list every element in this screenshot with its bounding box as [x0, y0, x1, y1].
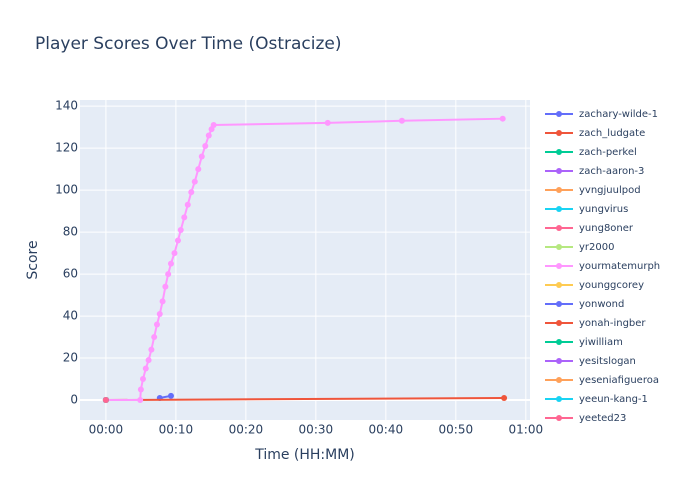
- data-point: [499, 115, 506, 122]
- data-point: [167, 392, 174, 399]
- x-tick-label: 00:10: [159, 423, 194, 437]
- legend-marker: [556, 282, 562, 288]
- data-point: [151, 334, 158, 341]
- data-point: [162, 283, 169, 290]
- data-point: [145, 357, 152, 364]
- data-point: [195, 166, 202, 173]
- y-tick-label: 60: [63, 267, 78, 281]
- legend-marker: [556, 358, 562, 364]
- x-axis-title: Time (HH:MM): [254, 447, 355, 463]
- legend-marker: [556, 377, 562, 383]
- data-point: [184, 201, 191, 208]
- data-point: [153, 321, 160, 328]
- legend-label: younggcorey: [579, 280, 644, 291]
- legend-label: yonah-ingber: [579, 318, 646, 329]
- legend-marker: [556, 187, 562, 193]
- legend-label: yeeun-kang-1: [579, 394, 648, 405]
- legend-marker: [556, 111, 562, 117]
- data-point: [324, 119, 331, 126]
- x-tick-label: 00:30: [299, 423, 334, 437]
- legend-marker: [556, 339, 562, 345]
- legend-marker: [556, 149, 562, 155]
- legend-marker: [556, 263, 562, 269]
- legend-marker: [556, 130, 562, 136]
- chart-title: Player Scores Over Time (Ostracize): [35, 34, 342, 54]
- data-point: [181, 214, 188, 221]
- legend-marker: [556, 301, 562, 307]
- data-point: [202, 142, 209, 149]
- x-tick-label: 00:50: [439, 423, 474, 437]
- legend-label: zachary-wilde-1: [579, 109, 658, 120]
- data-point: [102, 397, 109, 404]
- data-point: [177, 226, 184, 233]
- legend-label: zach_ludgate: [579, 128, 645, 139]
- legend-marker: [556, 415, 562, 421]
- data-point: [174, 237, 181, 244]
- legend-marker: [556, 168, 562, 174]
- y-tick-label: 20: [63, 351, 78, 365]
- data-point: [137, 386, 144, 393]
- y-tick-label: 120: [55, 141, 78, 155]
- legend-label: yr2000: [579, 242, 614, 253]
- data-point: [171, 250, 178, 257]
- plot-background: [80, 100, 530, 420]
- y-tick-label: 0: [70, 393, 78, 407]
- legend-label: yonwond: [579, 299, 624, 310]
- series-line: [105, 396, 505, 402]
- x-tick-label: 00:00: [89, 423, 124, 437]
- data-point: [205, 132, 212, 139]
- data-point: [148, 346, 155, 353]
- y-tick-label: 140: [55, 99, 78, 113]
- legend-label: yungvirus: [579, 204, 628, 215]
- legend-label: yvngjuulpod: [579, 185, 641, 196]
- data-point: [137, 397, 144, 404]
- x-tick-label: 01:00: [509, 423, 544, 437]
- legend-label: zach-perkel: [579, 147, 637, 158]
- y-tick-label: 40: [63, 309, 78, 323]
- y-tick-label: 80: [63, 225, 78, 239]
- data-point: [191, 178, 198, 185]
- data-point: [501, 394, 508, 401]
- legend-label: yeeted23: [579, 413, 626, 424]
- data-point: [159, 298, 166, 305]
- legend-label: zach-aaron-3: [579, 166, 644, 177]
- legend-marker: [556, 206, 562, 212]
- data-point: [167, 260, 174, 267]
- y-axis-title: Score: [25, 240, 41, 279]
- legend-label: yeseniafigueroa: [579, 375, 659, 386]
- legend-marker: [556, 320, 562, 326]
- legend-label: yesitslogan: [579, 356, 636, 367]
- x-tick-label: 00:20: [229, 423, 264, 437]
- data-point: [398, 117, 405, 124]
- data-point: [156, 310, 163, 317]
- data-point: [165, 271, 172, 278]
- legend-label: yung8oner: [579, 223, 634, 234]
- legend-marker: [556, 396, 562, 402]
- x-tick-label: 00:40: [369, 423, 404, 437]
- data-point: [139, 376, 146, 383]
- data-point: [142, 365, 149, 372]
- legend-label: yiwilliam: [579, 337, 623, 348]
- legend-marker: [556, 244, 562, 250]
- data-point: [188, 189, 195, 196]
- data-point: [210, 121, 217, 128]
- y-tick-label: 100: [55, 183, 78, 197]
- data-point: [198, 153, 205, 160]
- legend-marker: [556, 225, 562, 231]
- legend-label: yourmatemurph: [579, 261, 660, 272]
